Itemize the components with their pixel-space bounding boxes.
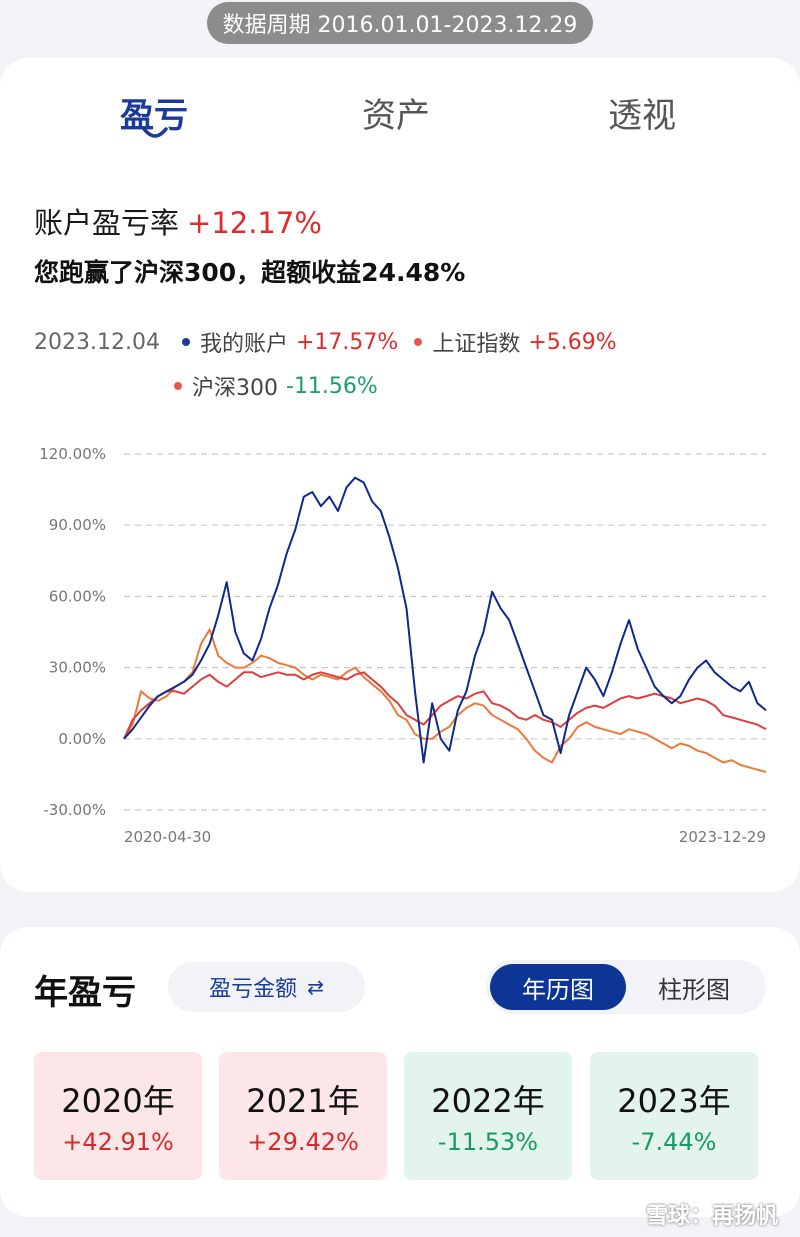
y-tick-label: 120.00% [39,445,106,463]
view-segment: 年历图 柱形图 [486,960,766,1014]
y-tick-label: 0.00% [58,730,106,748]
data-period-pill: 数据周期 2016.01.01-2023.12.29 [207,2,593,44]
legend-dot-icon [414,338,423,346]
x-end-label: 2023-12-29 [679,828,766,846]
chart-legend: 2023.12.04 我的账户 +17.57% 上证指数 +5.69% 沪深30… [34,326,633,402]
rate-value: +12.17% [187,206,322,240]
year-card-2020[interactable]: 2020年 +42.91% [34,1052,202,1180]
legend-value: -11.56% [286,373,378,399]
legend-dot-icon [174,382,182,390]
tab-bar: 盈亏 资产 透视 [0,88,800,148]
y-tick-label: 30.00% [49,659,106,677]
series-line-1 [123,671,767,740]
bar-view-button[interactable]: 柱形图 [658,975,730,1004]
legend-value: +17.57% [295,329,399,355]
y-tick-label: 90.00% [49,516,106,534]
legend-name: 沪深300 [192,376,278,401]
legend-value: +5.69% [528,329,617,355]
series-line-0 [123,476,767,764]
yearly-title: 年盈亏 [34,973,136,1013]
year-label: 2022年 [431,1082,545,1120]
tab-profit[interactable]: 盈亏 [120,96,188,136]
legend-item-sse: 上证指数 +5.69% [414,326,617,358]
tab-insight[interactable]: 透视 [608,96,676,136]
legend-name: 上证指数 [432,332,521,357]
profit-card [0,58,800,892]
rate-label: 账户盈亏率 [34,206,180,240]
year-card-2023[interactable]: 2023年 -7.44% [590,1052,758,1180]
amount-toggle-label: 盈亏金额 [209,977,298,1002]
profit-line-chart[interactable]: 120.00% 90.00% 60.00% 30.00% 0.00% -30.00% 202… [0,430,800,860]
series-line-2 [123,628,767,773]
tab-assets[interactable]: 资产 [362,96,430,136]
year-value: -7.44% [631,1128,717,1156]
year-value: +29.42% [247,1128,359,1156]
watermark: 雪球：再扬帆 [645,1204,778,1229]
legend-dot-icon [181,338,190,346]
year-label: 2021年 [246,1082,360,1120]
legend-item-csi300: 沪深300 -11.56% [174,370,378,402]
legend-name: 我的账户 [199,332,288,357]
y-tick-label: 60.00% [49,587,106,605]
year-value: +42.91% [62,1128,174,1156]
legend-date: 2023.12.04 [34,329,160,355]
beat-index-text: 您跑赢了沪深300，超额收益24.48% [34,258,466,287]
swap-icon: ⇄ [307,975,324,999]
year-label: 2020年 [61,1082,175,1120]
calendar-view-button[interactable]: 年历图 [490,964,626,1010]
year-label: 2023年 [617,1082,731,1120]
year-card-2021[interactable]: 2021年 +29.42% [219,1052,387,1180]
amount-toggle-button[interactable]: 盈亏金额 ⇄ [168,962,365,1012]
account-rate: 账户盈亏率 +12.17% [34,200,322,242]
legend-item-account: 我的账户 +17.57% [181,326,399,358]
year-value: -11.53% [437,1128,539,1156]
year-card-2022[interactable]: 2022年 -11.53% [404,1052,572,1180]
x-start-label: 2020-04-30 [124,828,211,846]
active-tab-indicator [142,127,168,138]
y-tick-label: -30.00% [43,801,106,819]
